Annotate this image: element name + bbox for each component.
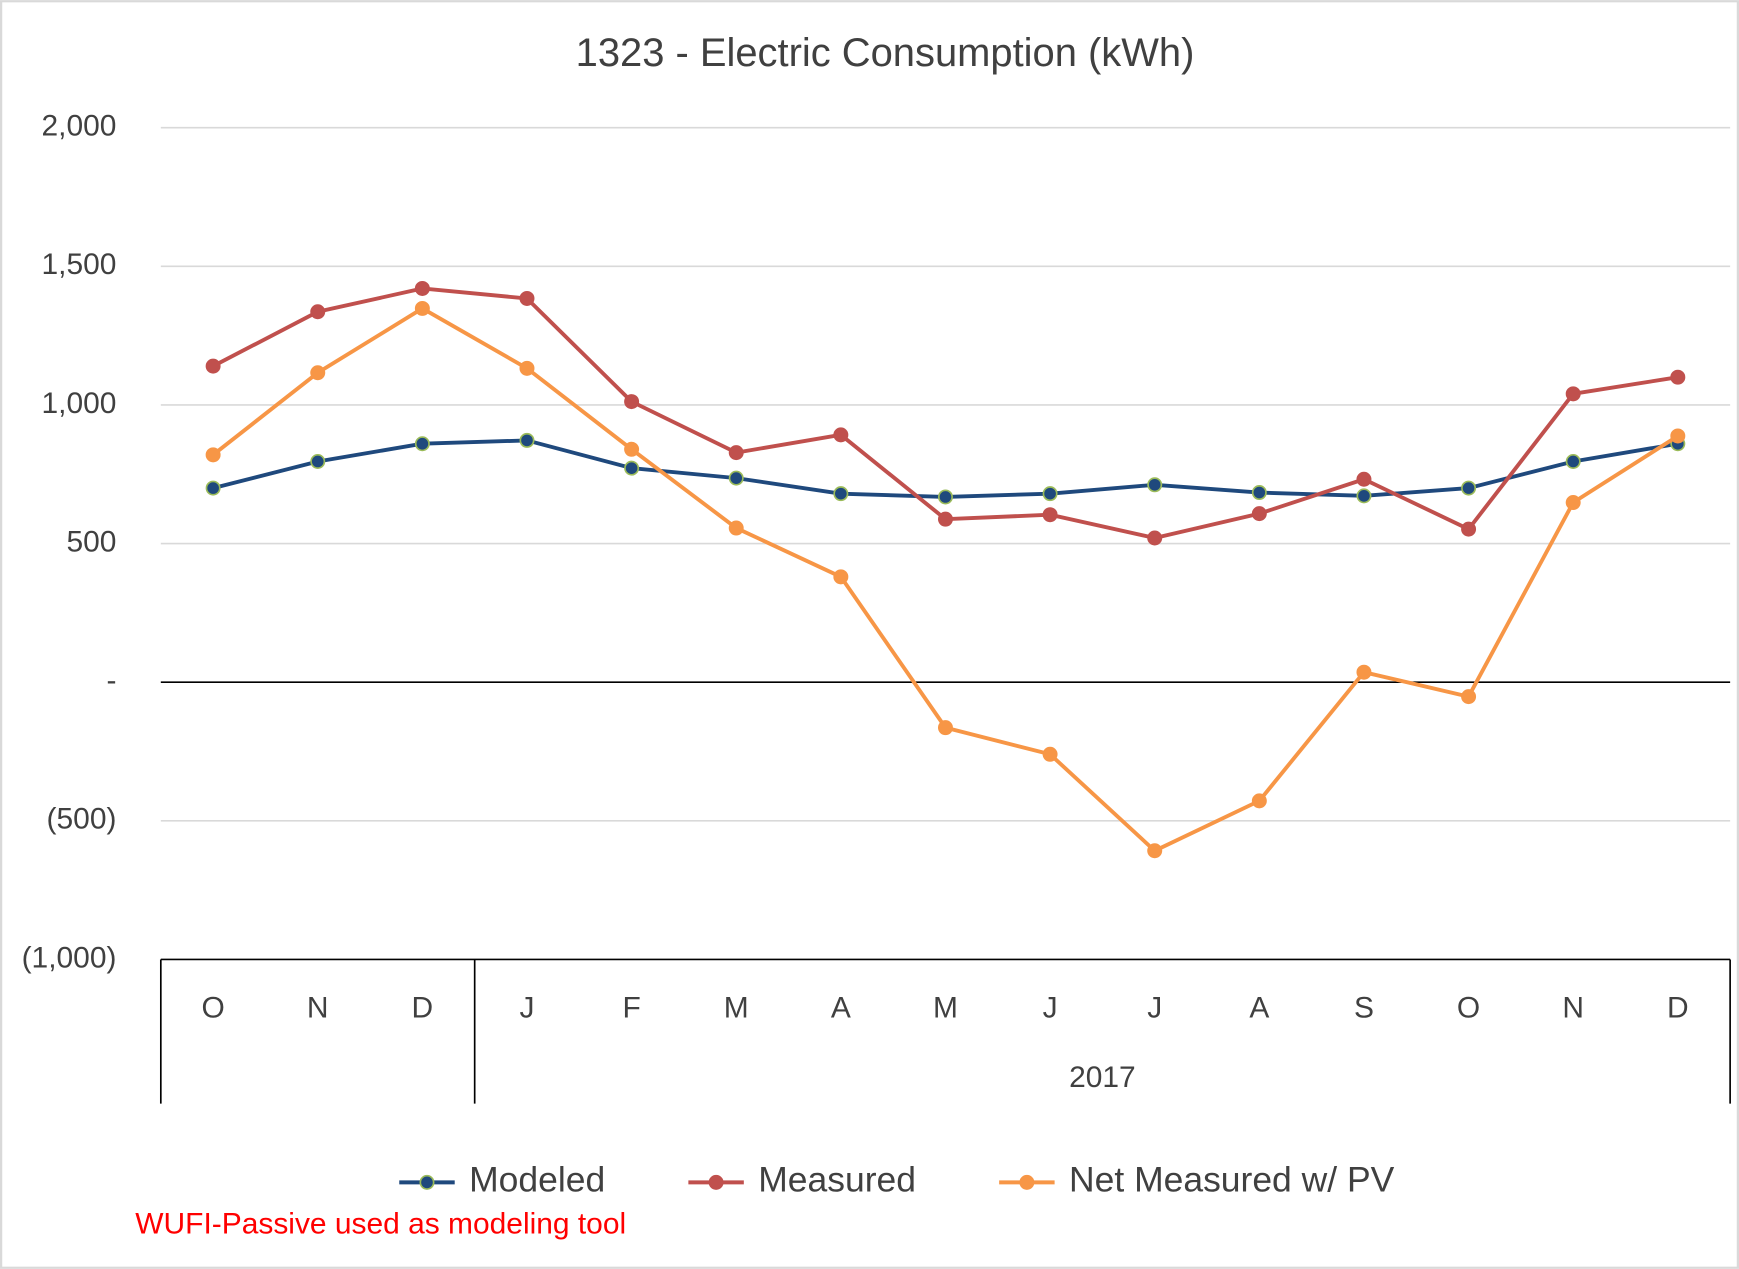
data-point <box>519 432 535 448</box>
data-point <box>1670 369 1686 385</box>
y-tick-label: 1,000 <box>42 387 117 420</box>
data-point <box>1251 485 1267 501</box>
x-tick-label: D <box>1667 991 1689 1024</box>
y-tick-label: 1,500 <box>42 248 117 281</box>
y-tick-label: 2,000 <box>42 110 117 143</box>
data-point <box>519 290 535 306</box>
x-tick-label: M <box>724 991 749 1024</box>
legend-marker <box>708 1174 724 1190</box>
data-point <box>1042 746 1058 762</box>
x-tick-label: J <box>1147 991 1162 1024</box>
data-point <box>310 454 326 469</box>
data-point <box>937 720 953 736</box>
data-point <box>205 358 221 374</box>
y-tick-label: 500 <box>66 525 116 558</box>
legend-label: Net Measured w/ PV <box>1069 1160 1395 1200</box>
data-point <box>310 304 326 320</box>
data-point <box>1042 486 1058 502</box>
data-point <box>1147 530 1163 546</box>
x-tick-label: J <box>1043 991 1058 1024</box>
data-point <box>414 280 430 296</box>
x-tick-label: A <box>1249 991 1269 1024</box>
legend-marker <box>1019 1174 1035 1190</box>
data-point <box>728 445 744 461</box>
data-point <box>728 520 744 536</box>
data-point <box>728 470 744 486</box>
x-tick-label: O <box>201 991 224 1024</box>
chart-title: 1323 - Electric Consumption (kWh) <box>576 31 1195 75</box>
data-point <box>414 436 430 452</box>
data-point <box>624 441 640 457</box>
y-tick-label: - <box>106 664 116 697</box>
x-tick-label: D <box>412 991 434 1024</box>
data-point <box>1461 480 1477 496</box>
legend-label: Measured <box>758 1160 916 1200</box>
data-point <box>1356 664 1372 680</box>
legend-label: Modeled <box>469 1160 605 1200</box>
data-point <box>414 300 430 316</box>
data-point <box>833 569 849 585</box>
y-tick-label: (1,000) <box>22 941 117 974</box>
y-tick-label: (500) <box>47 803 117 836</box>
data-point <box>1147 477 1163 493</box>
data-point <box>833 427 849 443</box>
data-point <box>1356 488 1372 504</box>
data-point <box>1565 386 1581 402</box>
data-point <box>937 511 953 527</box>
x-tick-label: M <box>933 991 958 1024</box>
x-tick-label: N <box>307 991 329 1024</box>
annotation: WUFI-Passive used as modeling tool <box>135 1208 626 1241</box>
data-point <box>937 489 953 505</box>
data-point <box>624 460 640 476</box>
data-point <box>519 360 535 376</box>
data-point <box>1251 506 1267 522</box>
data-point <box>624 394 640 410</box>
data-point <box>1356 471 1372 487</box>
data-point <box>1461 521 1477 537</box>
data-point <box>1670 428 1686 444</box>
x-tick-label: N <box>1562 991 1584 1024</box>
data-point <box>205 480 221 496</box>
legend-marker <box>419 1174 435 1190</box>
data-point <box>1147 843 1163 859</box>
data-point <box>205 447 221 463</box>
data-point <box>1251 793 1267 809</box>
data-point <box>1565 454 1581 469</box>
x-tick-label: O <box>1457 991 1480 1024</box>
x-tick-label: S <box>1354 991 1374 1024</box>
x-tick-label: F <box>622 991 640 1024</box>
data-point <box>310 365 326 381</box>
x-group-label: 2017 <box>1069 1061 1136 1094</box>
data-point <box>833 486 849 502</box>
x-tick-label: J <box>520 991 535 1024</box>
data-point <box>1461 689 1477 705</box>
x-tick-label: A <box>831 991 851 1024</box>
data-point <box>1042 507 1058 523</box>
data-point <box>1565 495 1581 511</box>
